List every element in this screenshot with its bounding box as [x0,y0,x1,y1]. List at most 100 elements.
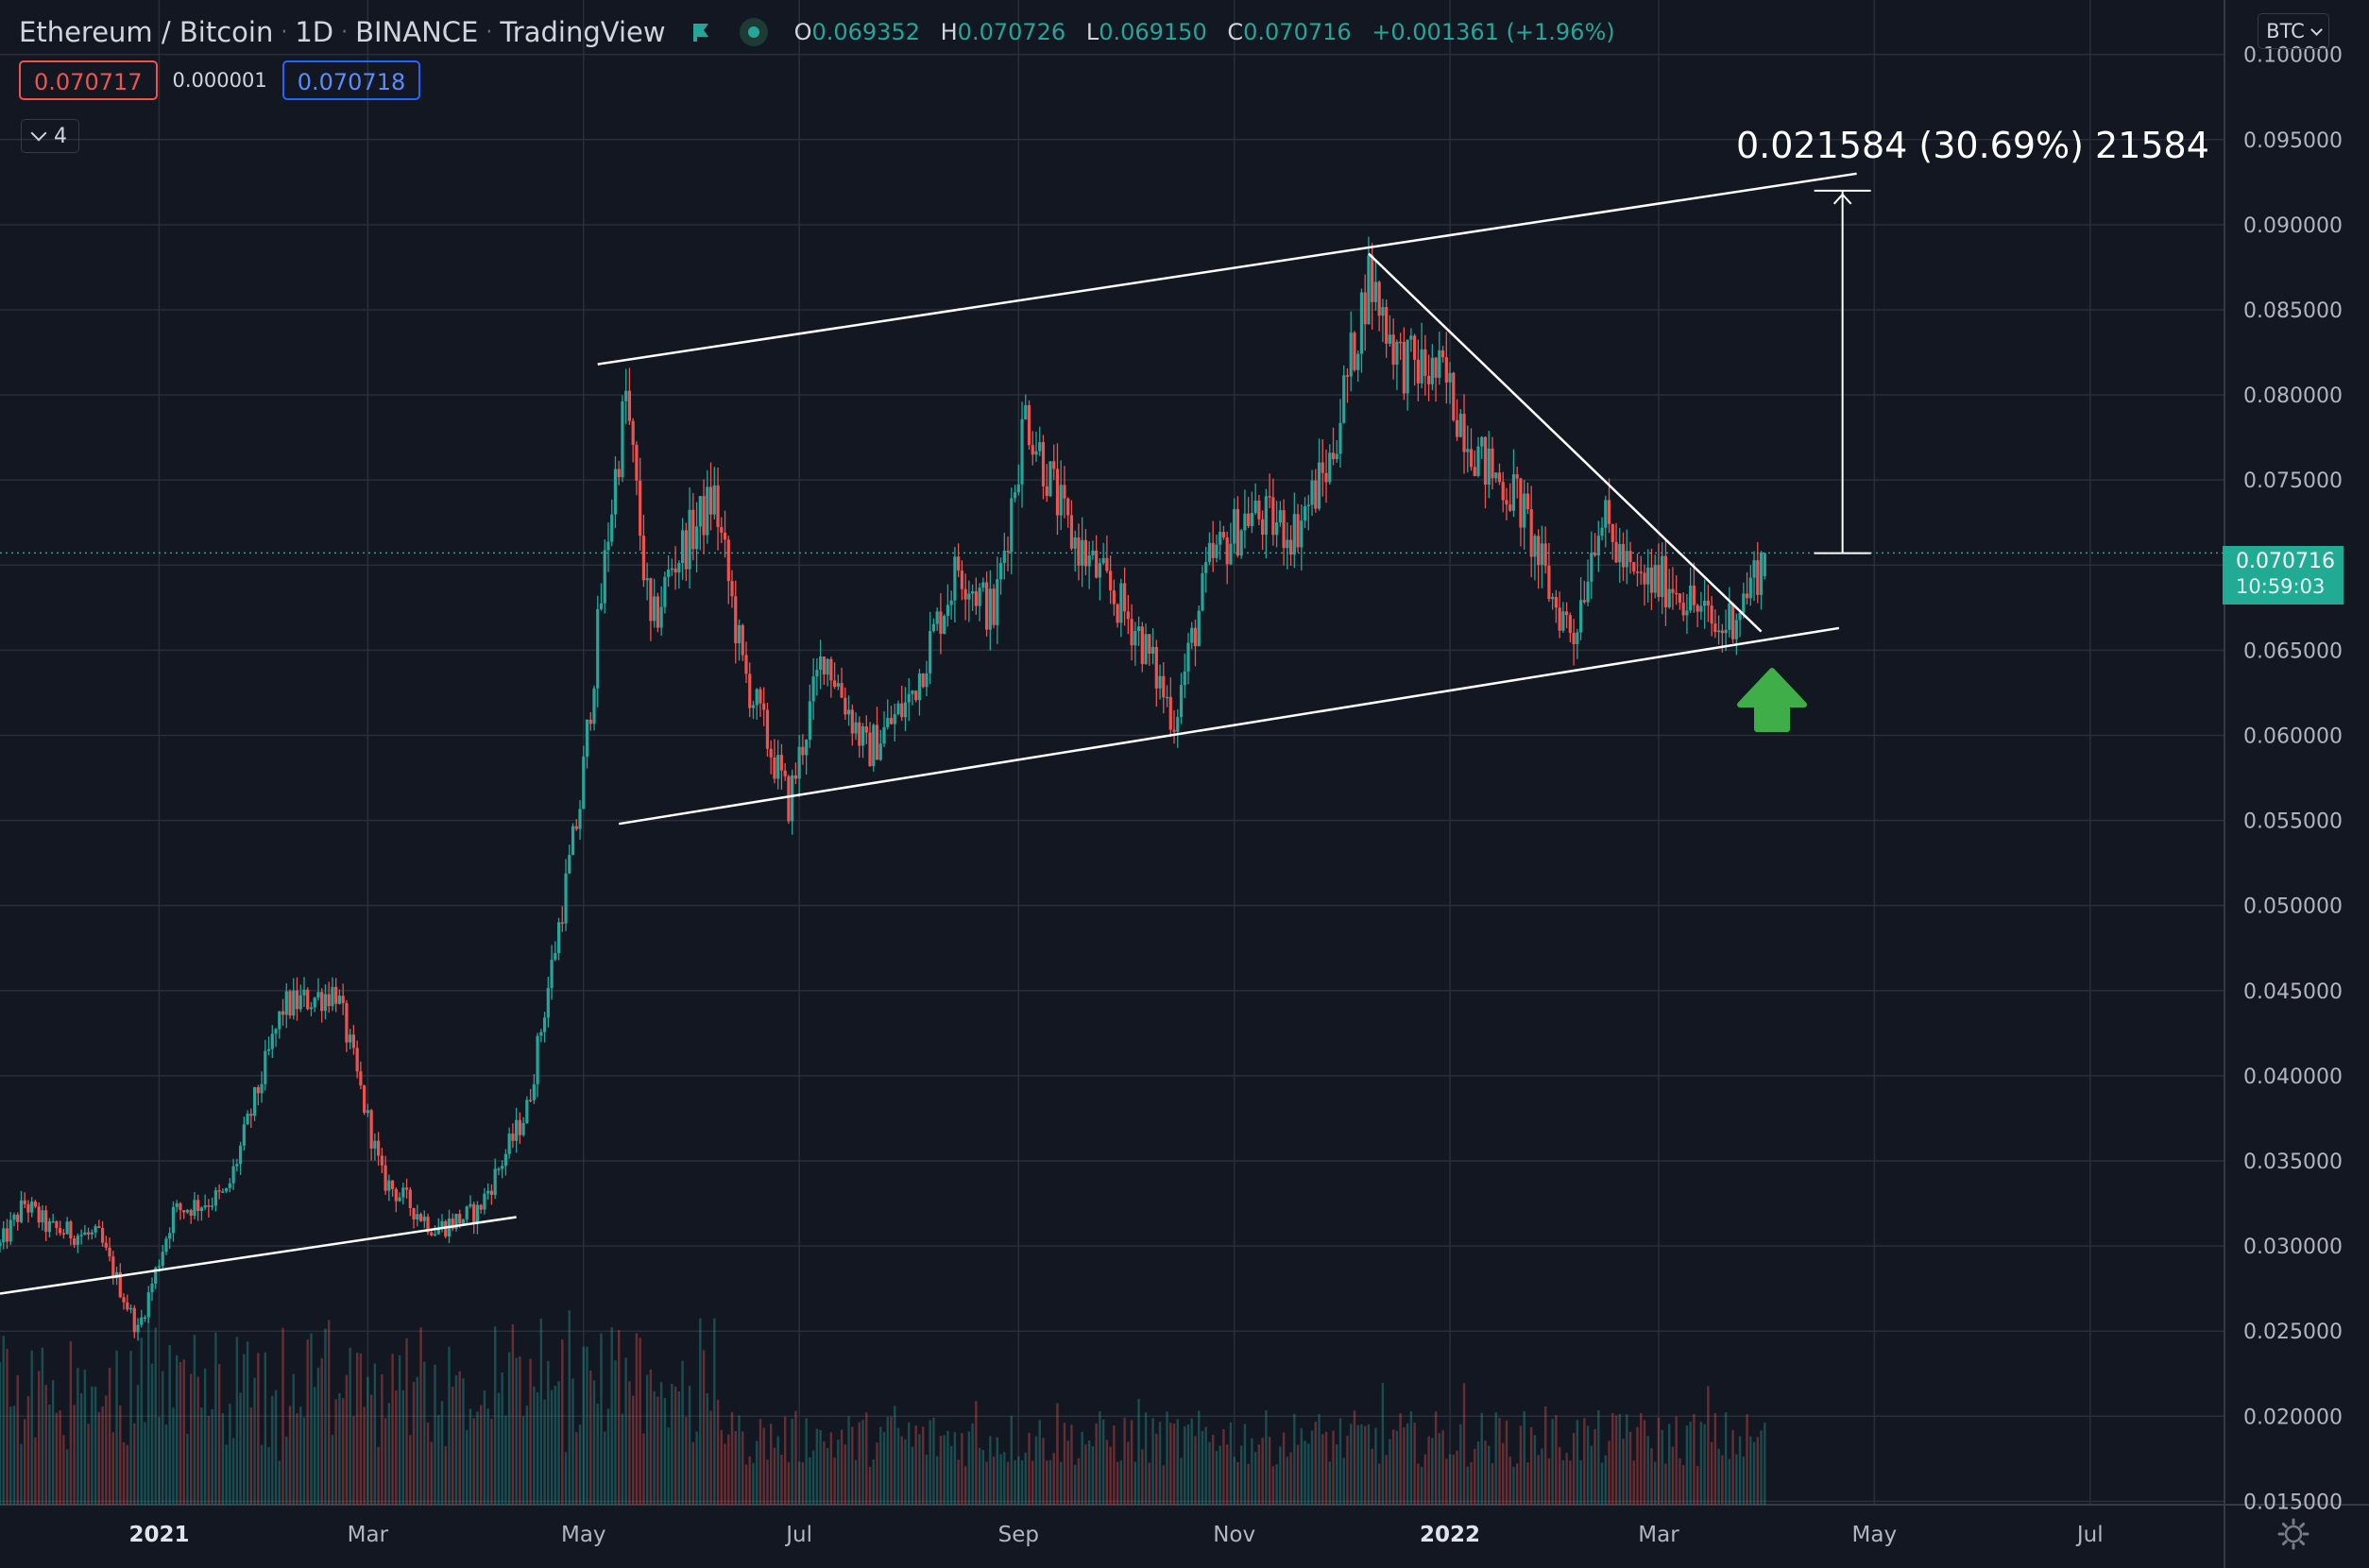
candle-body [1087,554,1091,567]
market-status-icon[interactable] [739,18,768,46]
candle-body [1576,632,1579,644]
candle-body [946,605,950,616]
volume-bar [844,1444,847,1505]
interval-label[interactable]: 1D [295,16,334,48]
candle-body [1105,557,1109,571]
candle-body [819,656,823,671]
candle [1763,553,1766,580]
volume-bar [257,1353,260,1505]
volume-bar [1003,1452,1006,1505]
sell-price-button[interactable]: 0.070717 [19,60,158,100]
candle [1176,708,1180,748]
candle [1150,628,1155,665]
candle-body [896,703,900,715]
candle-body [1469,449,1474,468]
candle [1671,567,1675,610]
candle-body [518,1119,521,1135]
candle [94,1223,97,1238]
candle [260,1071,264,1103]
volume-bar [1459,1423,1462,1505]
candle [712,467,716,520]
symbol-header[interactable]: Ethereum / Bitcoin · 1D · BINANCE · Trad… [19,13,1628,51]
measure-tool [1814,189,1871,554]
volume-bar [472,1418,475,1505]
candle-body [1367,255,1371,325]
candle [140,1309,144,1328]
volume-bar [1268,1437,1271,1505]
volume-bar [1123,1417,1126,1505]
indicators-toggle[interactable]: 4 [21,119,79,153]
candle [996,556,999,644]
candle [1048,460,1052,498]
candle-body [1353,332,1356,370]
candle [854,712,858,741]
candle [819,639,823,690]
volume-bar [1721,1455,1724,1505]
candle [433,1225,437,1236]
candle-body [1002,551,1006,564]
symbol-name[interactable]: Ethereum / Bitcoin [19,16,274,48]
volume-bar [1169,1423,1172,1505]
volume-bar [383,1418,387,1505]
gear-icon[interactable] [2277,1518,2309,1550]
candle-body [1154,646,1158,689]
candle [882,710,886,747]
candle-body [1109,571,1113,590]
volume-bar [1172,1423,1176,1505]
volume-bar [1212,1435,1215,1505]
candle [1458,409,1462,438]
volume-bar [1296,1444,1300,1505]
candle [284,982,288,1029]
candle [1345,367,1350,403]
candle-body [1491,448,1494,479]
candle [978,583,981,622]
candle [128,1304,133,1314]
volume-bar [1208,1441,1211,1505]
volume-bar [260,1444,264,1505]
flag-icon[interactable] [690,22,711,43]
candle-body [1066,498,1070,516]
volume-bar [1251,1438,1253,1505]
volume-bar [713,1318,716,1505]
volume-bar [1399,1413,1402,1505]
candle-body [341,996,345,1004]
candle [313,997,316,1013]
candle [5,1219,9,1250]
volume-bar [709,1410,712,1505]
buy-price-button[interactable]: 0.070718 [281,60,421,100]
candle [302,977,306,1008]
volume-bar [659,1382,663,1505]
candle-body [1027,404,1031,446]
volume-bar [65,1449,69,1505]
candle-body [762,703,766,710]
volume-bar [829,1432,833,1505]
volume-bar [1600,1462,1604,1505]
volume-bar [999,1454,1002,1505]
volume-bar [1391,1429,1395,1505]
volume-bar [975,1401,978,1505]
candle-body [1095,550,1099,578]
volume-bar [203,1368,207,1505]
currency-button[interactable]: BTC [2258,13,2329,49]
candle-body [1508,504,1512,511]
volume-bar [1728,1458,1731,1505]
candle-body [1373,281,1378,302]
candle-body [996,579,999,625]
candle [946,584,950,627]
volume-bar [30,1350,33,1505]
candle [9,1212,12,1246]
candle-body [1342,375,1346,423]
candle [1681,592,1685,622]
candle [1554,589,1558,623]
candle-body [755,689,758,706]
candle [217,1184,221,1200]
candle [1264,488,1268,559]
candle-body [1165,696,1169,699]
volume-bar [1614,1415,1618,1505]
volume-bar [154,1327,157,1505]
candle-body [1494,472,1498,479]
candle-body [1406,339,1409,394]
volume-bar [1198,1410,1201,1505]
volume-bar [787,1461,791,1505]
